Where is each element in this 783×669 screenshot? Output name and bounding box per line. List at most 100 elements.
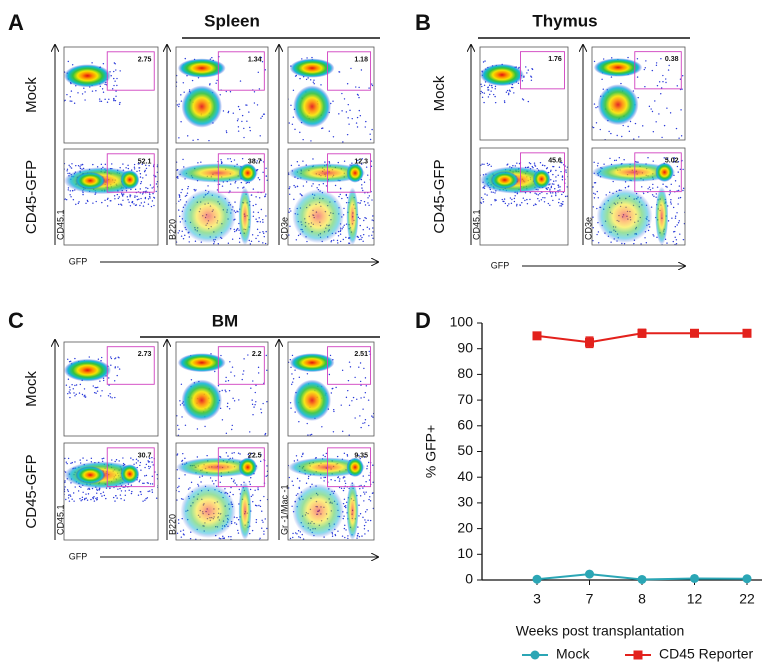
row-label: Mock bbox=[23, 77, 40, 113]
event-dot bbox=[335, 386, 337, 389]
event-dot bbox=[364, 204, 367, 206]
event-dot bbox=[142, 205, 145, 207]
event-dot bbox=[187, 135, 189, 137]
event-dot bbox=[106, 205, 109, 207]
event-dot bbox=[365, 521, 367, 524]
event-dot bbox=[67, 494, 70, 496]
event-dot bbox=[347, 537, 349, 540]
event-dot bbox=[344, 480, 346, 482]
data-point bbox=[742, 574, 752, 584]
event-dot bbox=[312, 158, 314, 160]
event-dot bbox=[513, 197, 516, 200]
event-dot bbox=[222, 110, 225, 112]
event-dot bbox=[219, 481, 221, 483]
event-dot bbox=[481, 96, 484, 99]
event-dot bbox=[251, 399, 253, 401]
plot-frame bbox=[287, 341, 375, 437]
event-dot bbox=[367, 461, 370, 464]
event-dot bbox=[546, 192, 548, 195]
event-dot bbox=[621, 135, 623, 138]
event-dot bbox=[366, 468, 368, 470]
event-dot bbox=[343, 476, 346, 478]
event-dot bbox=[493, 93, 495, 96]
event-dot bbox=[341, 110, 343, 112]
event-dot bbox=[593, 197, 596, 199]
density-layer bbox=[480, 161, 568, 207]
event-dot bbox=[509, 90, 511, 93]
event-dot bbox=[363, 528, 366, 530]
event-dot bbox=[261, 510, 263, 512]
event-dot bbox=[343, 487, 345, 490]
event-dot bbox=[673, 158, 675, 160]
event-dot bbox=[345, 193, 348, 196]
event-dot bbox=[113, 62, 116, 64]
event-dot bbox=[672, 231, 675, 233]
event-dot bbox=[144, 499, 146, 501]
event-dot bbox=[545, 187, 548, 190]
density-layer bbox=[288, 350, 374, 436]
event-dot bbox=[119, 70, 121, 72]
event-dot bbox=[371, 83, 373, 85]
event-dot bbox=[618, 157, 621, 159]
event-dot bbox=[100, 395, 102, 397]
event-dot bbox=[365, 491, 367, 493]
gate bbox=[106, 447, 155, 488]
event-dot bbox=[71, 190, 74, 192]
event-dot bbox=[355, 122, 358, 124]
event-dot bbox=[292, 484, 294, 487]
event-dot bbox=[75, 203, 77, 206]
event-dot bbox=[248, 239, 250, 242]
event-dot bbox=[679, 196, 682, 199]
event-dot bbox=[482, 61, 485, 63]
event-dot bbox=[550, 186, 553, 189]
panel-title: Thymus bbox=[532, 11, 597, 30]
event-dot bbox=[360, 397, 362, 399]
event-dot bbox=[72, 198, 75, 201]
event-dot bbox=[140, 493, 142, 496]
event-dot bbox=[530, 75, 532, 77]
event-dot bbox=[132, 459, 134, 461]
density-layer bbox=[64, 60, 121, 106]
event-dot bbox=[225, 130, 228, 132]
density bbox=[480, 63, 524, 87]
event-dot bbox=[513, 92, 515, 94]
event-dot bbox=[558, 198, 560, 200]
event-dot bbox=[196, 456, 199, 458]
event-dot bbox=[69, 396, 71, 399]
event-dot bbox=[87, 200, 89, 203]
event-dot bbox=[316, 187, 318, 189]
event-dot bbox=[250, 495, 253, 498]
event-dot bbox=[79, 462, 82, 464]
data-point bbox=[637, 328, 647, 338]
event-dot bbox=[70, 196, 72, 198]
event-dot bbox=[180, 100, 183, 102]
event-dot bbox=[526, 198, 528, 201]
gate bbox=[106, 153, 155, 193]
event-dot bbox=[356, 534, 359, 537]
event-dot bbox=[217, 243, 219, 245]
event-dot bbox=[372, 481, 374, 484]
event-dot bbox=[74, 357, 76, 360]
event-dot bbox=[211, 56, 213, 59]
event-dot bbox=[539, 162, 542, 164]
event-dot bbox=[124, 494, 126, 497]
event-dot bbox=[359, 224, 361, 227]
event-dot bbox=[69, 166, 71, 168]
event-dot bbox=[136, 170, 138, 173]
event-dot bbox=[289, 402, 292, 404]
event-dot bbox=[105, 497, 107, 500]
event-dot bbox=[144, 169, 146, 172]
event-dot bbox=[670, 198, 672, 201]
panel-label: D bbox=[415, 308, 431, 333]
density-layer bbox=[288, 158, 374, 245]
event-dot bbox=[331, 535, 334, 537]
y-tick-label: 10 bbox=[457, 545, 473, 561]
event-dot bbox=[100, 100, 103, 103]
event-dot bbox=[340, 404, 342, 406]
event-dot bbox=[146, 482, 149, 484]
panel-label: B bbox=[415, 10, 431, 35]
event-dot bbox=[134, 196, 136, 198]
event-dot bbox=[302, 138, 304, 141]
event-dot bbox=[482, 186, 485, 188]
event-dot bbox=[176, 104, 179, 106]
